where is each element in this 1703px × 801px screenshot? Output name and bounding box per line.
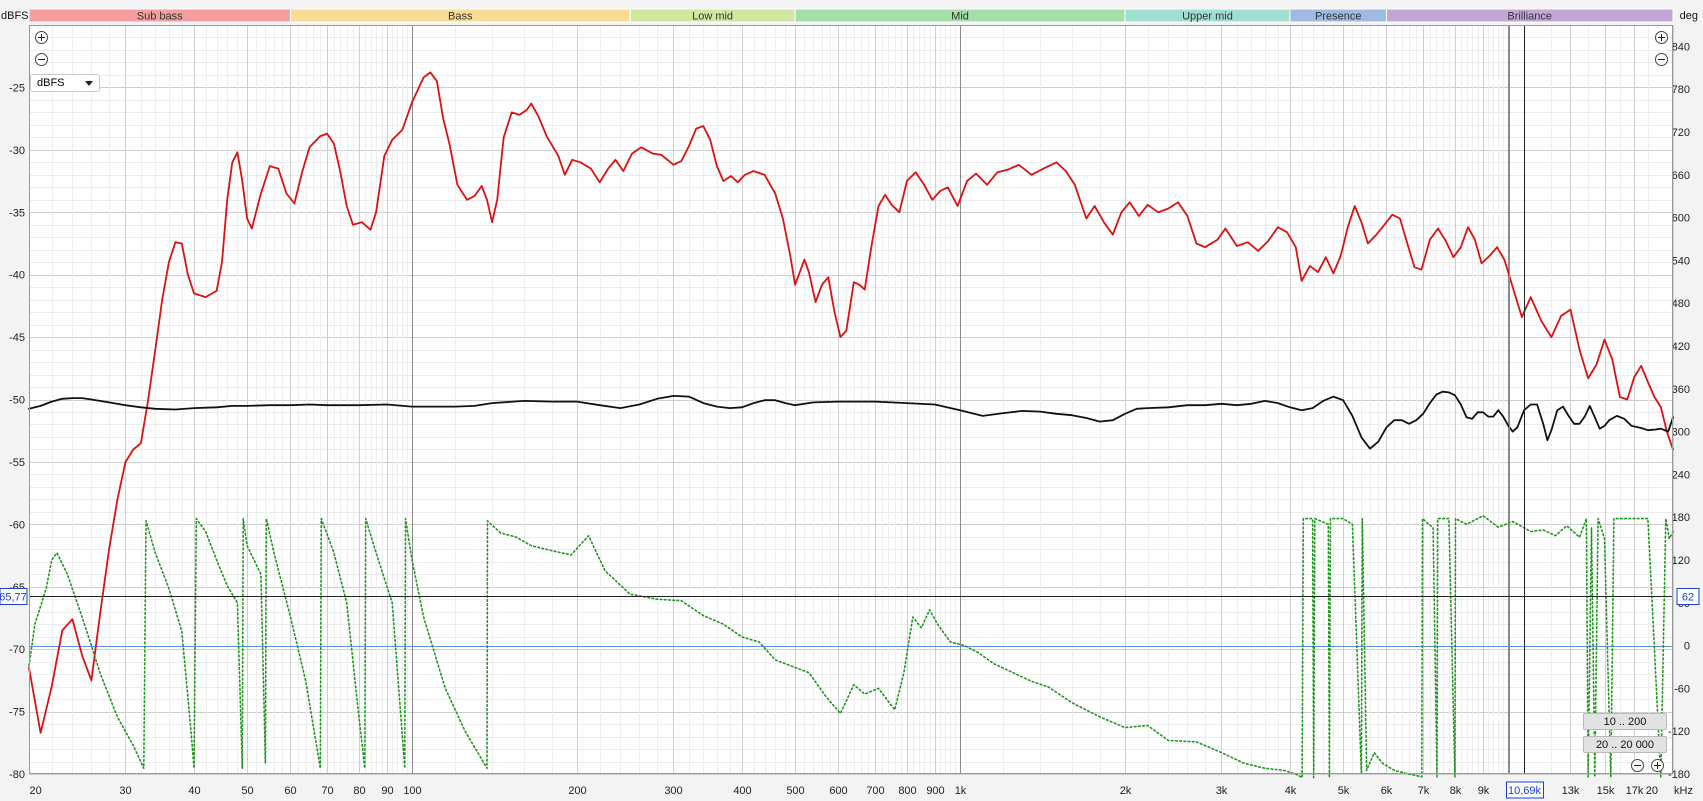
x-tick-label: 400 bbox=[733, 785, 751, 797]
y-tick-label: -35 bbox=[9, 207, 25, 219]
x-tick-label: 700 bbox=[866, 785, 884, 797]
chevron-down-icon bbox=[85, 81, 93, 86]
y2-tick-label: -180 bbox=[1668, 769, 1690, 781]
y2-tick-label: 540 bbox=[1672, 255, 1690, 267]
zoom-in-vertical-icon[interactable] bbox=[35, 31, 48, 44]
zoom-out-phase-icon[interactable] bbox=[1655, 53, 1668, 66]
x-tick-label: 800 bbox=[898, 785, 916, 797]
x-tick-label: 50 bbox=[241, 785, 253, 797]
phase-line bbox=[28, 390, 1674, 450]
y-tick-label: -45 bbox=[9, 332, 25, 344]
y2-axis-title: deg bbox=[1680, 10, 1698, 22]
band-label: Low mid bbox=[692, 11, 733, 23]
x-tick-label: 70 bbox=[321, 785, 333, 797]
x-tick-label: 20 bbox=[1646, 785, 1658, 797]
x-tick-label: 30 bbox=[119, 785, 131, 797]
range-20-20000-button[interactable]: 20 .. 20 000 bbox=[1583, 736, 1667, 753]
x-tick-label: 5k bbox=[1338, 785, 1350, 797]
x-tick-label: 100 bbox=[403, 785, 421, 797]
x-tick-label: 7k bbox=[1418, 785, 1430, 797]
y2-tick-label: 480 bbox=[1672, 298, 1690, 310]
cursor-level-box bbox=[0, 588, 28, 605]
y2-tick-label: 780 bbox=[1672, 84, 1690, 96]
x-tick-label: 17k bbox=[1626, 785, 1644, 797]
y2-tick-label: 120 bbox=[1672, 555, 1690, 567]
y-tick-label: -55 bbox=[9, 457, 25, 469]
y2-tick-label: 240 bbox=[1672, 469, 1690, 481]
x-tick-label: 900 bbox=[926, 785, 944, 797]
x-unit-label: kHz bbox=[1674, 785, 1693, 797]
x-tick-label: 8k bbox=[1450, 785, 1462, 797]
y-tick-label: -30 bbox=[9, 145, 25, 157]
y2-tick-label: -120 bbox=[1668, 726, 1690, 738]
frequency-response-line bbox=[28, 71, 1674, 734]
y-tick-label: -75 bbox=[9, 707, 25, 719]
x-tick-label: 300 bbox=[664, 785, 682, 797]
cursor-frequency-box bbox=[1506, 781, 1544, 799]
y2-tick-label: 0 bbox=[1684, 641, 1690, 653]
x-tick-label: 600 bbox=[829, 785, 847, 797]
y2-tick-label: 180 bbox=[1672, 512, 1690, 524]
zoom-out-vertical-icon[interactable] bbox=[35, 53, 48, 66]
band-label: Presence bbox=[1315, 11, 1361, 23]
y-tick-label: -60 bbox=[9, 519, 25, 531]
y2-tick-label: 420 bbox=[1672, 341, 1690, 353]
zoom-in-phase-icon[interactable] bbox=[1655, 31, 1668, 44]
y-tick-label: -50 bbox=[9, 395, 25, 407]
y-tick-label: -25 bbox=[9, 82, 25, 94]
band-label: Bass bbox=[448, 11, 473, 23]
range-10-200-button[interactable]: 10 .. 200 bbox=[1583, 713, 1667, 730]
y-axis-title: dBFS bbox=[1, 10, 29, 22]
y2-tick-label: 300 bbox=[1672, 427, 1690, 439]
cursor-phase-label: 62 bbox=[1682, 592, 1694, 604]
x-tick-label: 3k bbox=[1216, 785, 1228, 797]
x-tick-label: 500 bbox=[786, 785, 804, 797]
zoom-out-frequency-icon[interactable] bbox=[1631, 759, 1644, 772]
x-tick-label: 4k bbox=[1285, 785, 1297, 797]
band-label: Mid bbox=[951, 11, 969, 23]
x-tick-label: 200 bbox=[568, 785, 586, 797]
x-tick-label: 1k bbox=[955, 785, 967, 797]
x-tick-label: 80 bbox=[353, 785, 365, 797]
y-tick-label: -80 bbox=[9, 769, 25, 781]
y2-tick-label: 660 bbox=[1672, 170, 1690, 182]
x-tick-label: 6k bbox=[1381, 785, 1393, 797]
x-tick-label: 9k bbox=[1478, 785, 1490, 797]
y-tick-label: -40 bbox=[9, 270, 25, 282]
unit-dropdown-label: dBFS bbox=[37, 77, 65, 89]
x-tick-label: 2k bbox=[1120, 785, 1132, 797]
x-tick-label: 15k bbox=[1597, 785, 1615, 797]
x-tick-label: 40 bbox=[188, 785, 200, 797]
x-tick-label: 60 bbox=[284, 785, 296, 797]
band-label: Upper mid bbox=[1182, 11, 1233, 23]
group-delay-line bbox=[28, 515, 1674, 779]
x-tick-label: 20 bbox=[30, 785, 42, 797]
x-tick-label: 90 bbox=[381, 785, 393, 797]
cursor-level-label: 65,77 bbox=[0, 592, 27, 604]
cursor-frequency-label: 10,69k bbox=[1508, 785, 1542, 797]
y2-tick-label: -60 bbox=[1674, 683, 1690, 695]
y2-tick-label: 360 bbox=[1672, 384, 1690, 396]
cursor-phase-box bbox=[1676, 588, 1700, 605]
y2-tick-label: 600 bbox=[1672, 213, 1690, 225]
unit-dropdown[interactable]: dBFS bbox=[30, 74, 100, 92]
band-brilliance[interactable] bbox=[1385, 8, 1674, 23]
y2-tick-label: 840 bbox=[1672, 41, 1690, 53]
x-tick-label: 13k bbox=[1562, 785, 1580, 797]
plot-border bbox=[29, 25, 1673, 774]
band-label: Sub bass bbox=[137, 11, 183, 23]
band-label: Brilliance bbox=[1507, 11, 1552, 23]
zoom-in-frequency-icon[interactable] bbox=[1651, 759, 1664, 772]
y-tick-label: -70 bbox=[9, 644, 25, 656]
y2-tick-label: 720 bbox=[1672, 127, 1690, 139]
